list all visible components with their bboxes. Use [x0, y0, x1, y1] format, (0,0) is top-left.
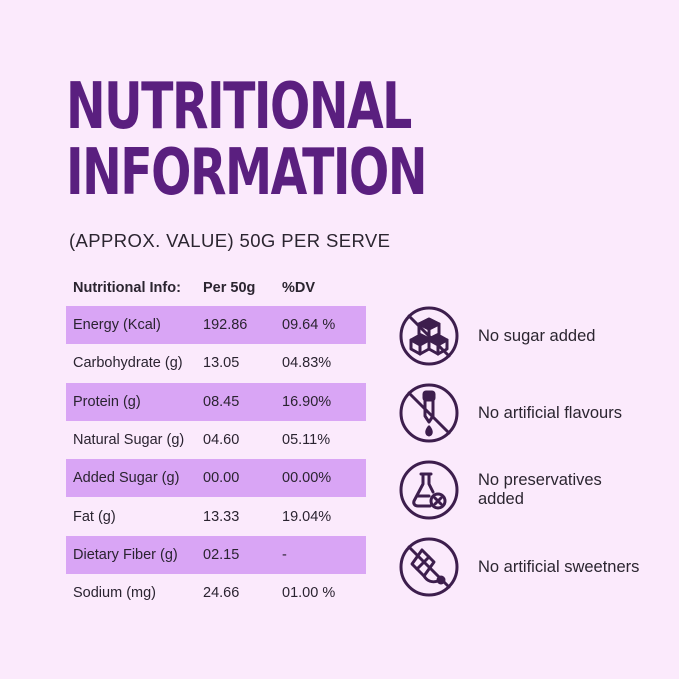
serving-subtitle: (APPROX. VALUE) 50G PER SERVE [69, 230, 391, 251]
table-row: Fat (g) 13.33 19.04% [66, 497, 366, 535]
nutrient-dv: 19.04% [282, 508, 332, 525]
nutrient-name: Natural Sugar (g) [73, 432, 185, 449]
table-header-row: Nutritional Info: Per 50g %DV [66, 270, 366, 306]
nutrient-amount: 13.33 [203, 508, 240, 525]
table-row: Energy (Kcal) 192.86 09.64 % [66, 306, 366, 345]
nutrient-name: Energy (Kcal) [66, 306, 196, 345]
nutrient-amount: 24.66 [203, 585, 240, 602]
feature-no-preservatives: No preservatives added [398, 459, 668, 521]
nutrient-amount: 04.60 [203, 432, 240, 449]
title-line-2: INFORMATION [66, 136, 427, 210]
header-nutritional-info: Nutritional Info: [73, 280, 181, 296]
nutrient-dv: 01.00 % [282, 585, 336, 602]
nutrient-dv: 00.00% [275, 459, 366, 498]
header-dv: %DV [282, 280, 316, 296]
nutrient-name: Protein (g) [66, 382, 196, 421]
table-row: Carbohydrate (g) 13.05 04.83% [66, 344, 366, 382]
nutrient-amount: 192.86 [196, 306, 275, 345]
feature-no-artificial-flavours: No artificial flavours [398, 382, 668, 444]
nutrient-name: Fat (g) [73, 508, 116, 525]
feature-label: No sugar added [478, 326, 596, 345]
flask-cross-icon [399, 460, 459, 520]
table-row: Natural Sugar (g) 04.60 05.11% [66, 421, 366, 459]
page-title: NUTRITIONAL INFORMATION [66, 70, 427, 210]
feature-no-sugar: No sugar added [398, 305, 668, 367]
feature-no-artificial-sweetners: No artificial sweetners [398, 536, 668, 598]
feature-label: No artificial flavours [478, 403, 622, 422]
sugar-cubes-crossed-icon [399, 306, 459, 366]
nutrient-dv: 04.83% [282, 355, 332, 372]
nutrient-name: Dietary Fiber (g) [66, 535, 196, 575]
nutrient-name: Added Sugar (g) [66, 459, 196, 498]
nutrient-amount: 13.05 [203, 355, 240, 372]
nutrient-name: Carbohydrate (g) [73, 355, 183, 372]
nutrient-name: Sodium (mg) [73, 585, 156, 602]
feature-label: No artificial sweetners [478, 557, 640, 576]
nutrient-amount: 00.00 [196, 459, 275, 498]
title-line-1: NUTRITIONAL [66, 70, 412, 144]
table-row: Added Sugar (g) 00.00 00.00% [66, 459, 366, 498]
feature-label: No preservatives added [478, 471, 602, 508]
nutrient-dv: 09.64 % [275, 306, 366, 345]
table-row: Dietary Fiber (g) 02.15 - [66, 535, 366, 575]
nutrient-amount: 08.45 [196, 382, 275, 421]
nutrition-table: Nutritional Info: Per 50g %DV Energy (Kc… [66, 270, 366, 612]
nutrient-dv: - [275, 535, 366, 575]
sweetener-crossed-icon [399, 537, 459, 597]
table-row: Protein (g) 08.45 16.90% [66, 382, 366, 421]
table-row: Sodium (mg) 24.66 01.00 % [66, 574, 366, 612]
dropper-crossed-icon [399, 383, 459, 443]
header-per-50g: Per 50g [203, 280, 256, 296]
nutrient-dv: 16.90% [275, 382, 366, 421]
nutrient-amount: 02.15 [196, 535, 275, 575]
nutrient-dv: 05.11% [282, 432, 331, 449]
